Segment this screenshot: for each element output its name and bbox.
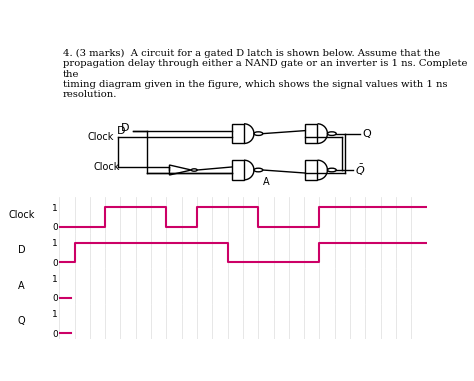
Text: A: A: [263, 177, 270, 187]
Y-axis label: A: A: [18, 281, 25, 291]
Bar: [305, 160, 318, 180]
Text: $\bar{Q}$: $\bar{Q}$: [355, 162, 365, 178]
Text: Clock: Clock: [94, 162, 120, 172]
Y-axis label: D: D: [18, 245, 26, 256]
Text: 4. (3 marks)  A circuit for a gated D latch is shown below. Assume that the
prop: 4. (3 marks) A circuit for a gated D lat…: [63, 49, 467, 99]
Y-axis label: Clock: Clock: [9, 210, 35, 220]
Y-axis label: Q: Q: [18, 316, 26, 327]
Text: D: D: [121, 123, 129, 133]
Text: Clock: Clock: [88, 132, 114, 142]
Bar: [232, 160, 244, 180]
Text: D: D: [117, 126, 125, 136]
Bar: [305, 124, 318, 144]
Text: Q: Q: [362, 129, 371, 139]
Bar: [232, 124, 244, 144]
